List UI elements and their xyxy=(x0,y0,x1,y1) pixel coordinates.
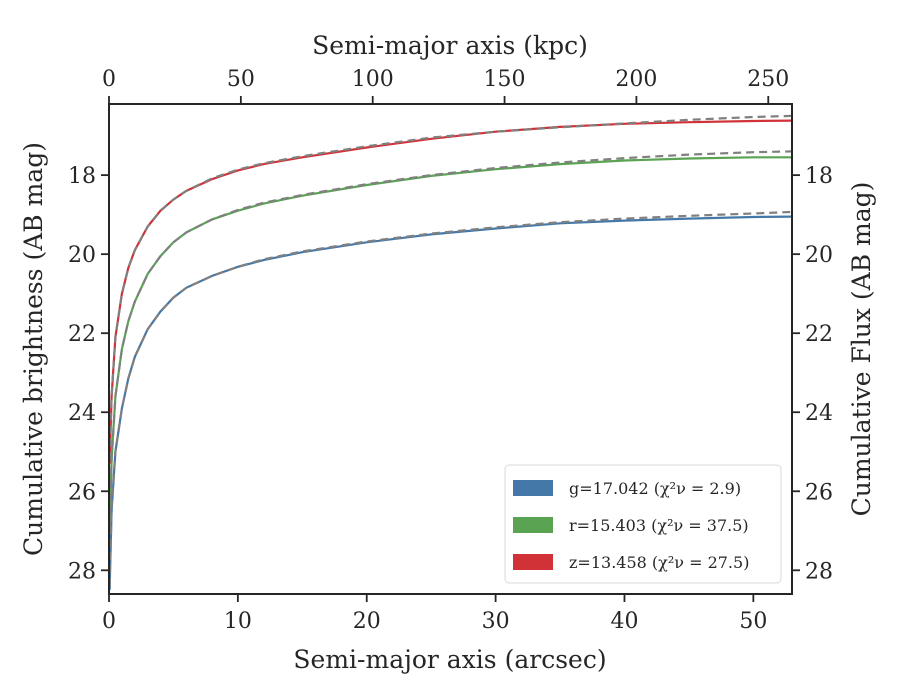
right-tick-label: 26 xyxy=(805,480,833,505)
x-tick-label: 30 xyxy=(482,609,510,634)
x-tick-label: 10 xyxy=(224,609,252,634)
y-tick-label: 18 xyxy=(68,164,96,189)
plot-frame xyxy=(108,103,793,595)
legend-label: r=15.403 (χ²ν = 37.5) xyxy=(569,516,749,535)
top-tick-label: 0 xyxy=(102,67,116,92)
x-tick-label: 0 xyxy=(102,609,116,634)
legend: g=17.042 (χ²ν = 2.9) r=15.403 (χ²ν = 37.5… xyxy=(504,464,782,584)
y-tick-label: 28 xyxy=(68,559,96,584)
x-tick-label: 50 xyxy=(739,609,767,634)
model-line-1 xyxy=(108,150,793,527)
x-tick-label: 40 xyxy=(610,609,638,634)
axis-ticks: 0 10 20 30 40 50 0 50 100 150 200 250 18 18 20 20 22 22 24… xyxy=(68,67,833,634)
right-tick-label: 18 xyxy=(805,164,833,189)
right-tick-label: 22 xyxy=(805,322,833,347)
top-tick-label: 200 xyxy=(615,67,657,92)
legend-swatch xyxy=(513,517,553,533)
top-tick-label: 100 xyxy=(352,67,394,92)
y-tick-label: 26 xyxy=(68,480,96,505)
x-tick-label: 20 xyxy=(353,609,381,634)
legend-items: g=17.042 (χ²ν = 2.9) r=15.403 (χ²ν = 37.5… xyxy=(513,479,749,572)
y-tick-label: 22 xyxy=(68,322,96,347)
legend-swatch xyxy=(513,480,553,496)
model-line-0 xyxy=(108,210,793,587)
model-line-2 xyxy=(108,114,793,460)
legend-label: g=17.042 (χ²ν = 2.9) xyxy=(569,479,741,498)
curves-layer xyxy=(108,114,793,591)
top-tick-label: 50 xyxy=(227,67,255,92)
right-tick-label: 20 xyxy=(805,243,833,268)
top-tick-label: 250 xyxy=(747,67,789,92)
y-tick-label: 24 xyxy=(68,401,96,426)
y-axis-title: Cumulative brightness (AB mag) xyxy=(19,142,48,556)
right-tick-label: 24 xyxy=(805,401,833,426)
legend-label: z=13.458 (χ²ν = 27.5) xyxy=(569,553,749,572)
top-tick-label: 150 xyxy=(484,67,526,92)
y-tick-label: 20 xyxy=(68,243,96,268)
legend-frame xyxy=(504,464,782,584)
legend-swatch xyxy=(513,554,553,570)
right-axis-title: Cumulative Flux (AB mag) xyxy=(847,182,876,517)
series-line-g xyxy=(108,215,793,591)
right-tick-label: 28 xyxy=(805,559,833,584)
top-axis-title: Semi-major axis (kpc) xyxy=(312,31,588,60)
x-axis-title: Semi-major axis (arcsec) xyxy=(293,645,606,674)
